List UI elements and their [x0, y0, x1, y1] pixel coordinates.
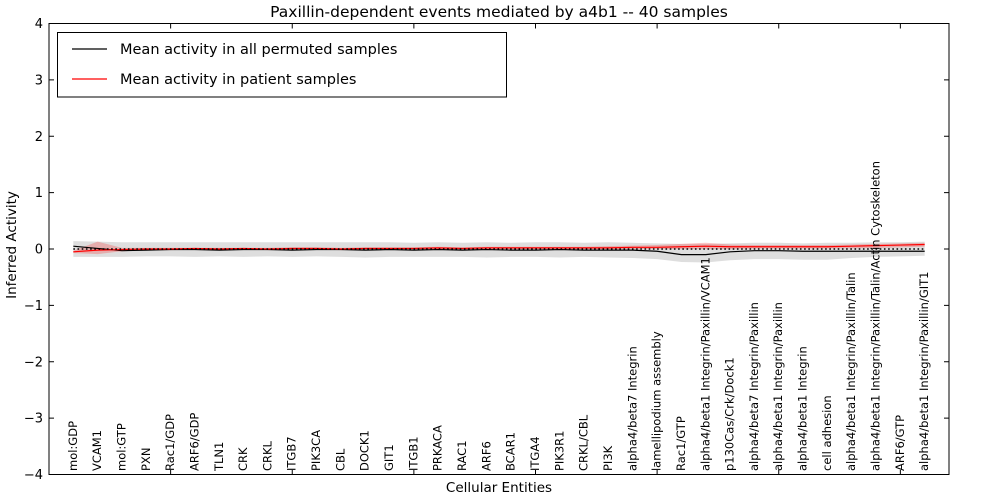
x-category-label: ITGA4 — [528, 436, 542, 471]
x-category-label: alpha4/beta1 Integrin/Paxillin/Talin/Act… — [869, 161, 883, 471]
x-category-label: PIK3R1 — [552, 431, 566, 472]
x-category-label: alpha4/beta1 Integrin/Paxillin/VCAM1 — [698, 257, 712, 471]
x-category-label: PIK3CA — [309, 430, 323, 471]
confidence-bands-layer — [73, 241, 925, 263]
x-category-label: p130Cas/Crk/Dock1 — [723, 357, 737, 471]
x-category-label: TLN1 — [212, 442, 226, 472]
x-category-label: lamellipodium assembly — [650, 331, 664, 471]
x-category-label: CRKL/CBL — [577, 414, 591, 471]
x-category-label: CRK — [236, 447, 250, 471]
confidence-band-permuted — [73, 241, 925, 263]
x-category-label: CBL — [333, 448, 347, 471]
y-tick-label: 0 — [35, 243, 43, 258]
x-category-label: cell adhesion — [820, 395, 834, 471]
x-category-label: ARF6/GTP — [893, 415, 907, 471]
y-tick-label: −3 — [24, 412, 43, 427]
y-tick-label: −2 — [24, 355, 43, 370]
series-line-patient — [73, 243, 925, 253]
x-category-label: mol:GTP — [114, 423, 128, 471]
x-category-label: ITGB7 — [285, 436, 299, 471]
x-category-label: ARF6/GDP — [187, 413, 201, 471]
x-category-label: VCAM1 — [90, 430, 104, 471]
x-category-label: Rac1/GTP — [674, 416, 688, 471]
x-category-label: BCAR1 — [504, 432, 518, 471]
x-category-label: Rac1/GDP — [163, 414, 177, 471]
chart-title: Paxillin-dependent events mediated by a4… — [270, 3, 728, 21]
y-tick-label: 4 — [35, 17, 43, 32]
y-tick-label: 2 — [35, 130, 43, 145]
x-axis-label: Cellular Entities — [446, 480, 552, 496]
legend-label-patient: Mean activity in patient samples — [120, 72, 356, 88]
y-tick-label: 3 — [35, 73, 43, 88]
x-category-label: alpha4/beta1 Integrin/Paxillin — [771, 302, 785, 471]
x-category-label: alpha4/beta1 Integrin — [796, 346, 810, 471]
y-axis-label: Inferred Activity — [4, 191, 20, 299]
legend: Mean activity in all permuted samples Me… — [57, 32, 507, 98]
axis-ticks-layer — [49, 23, 949, 475]
x-category-label: alpha4/beta7 Integrin/Paxillin — [747, 302, 761, 471]
legend-label-permuted: Mean activity in all permuted samples — [120, 42, 397, 58]
x-category-label: CRKL — [260, 440, 274, 471]
x-category-label: RAC1 — [455, 440, 469, 471]
series-line-permuted — [73, 245, 925, 256]
x-category-label: ARF6 — [479, 441, 493, 471]
x-category-label: DOCK1 — [358, 430, 372, 471]
y-tick-label: 1 — [35, 186, 43, 201]
x-category-label: PI3K — [601, 445, 615, 471]
plot-frame — [48, 23, 950, 475]
y-tick-label: −4 — [24, 468, 43, 483]
x-category-label: alpha4/beta1 Integrin/Paxillin/GIT1 — [917, 272, 931, 471]
x-category-label: alpha4/beta7 Integrin — [625, 346, 639, 471]
x-category-label: mol:GDP — [66, 421, 80, 471]
y-tick-labels-layer: 4 3 2 1 0 −1 −2 −3 −4 — [24, 17, 43, 483]
x-category-label: alpha4/beta1 Integrin/Paxillin/Talin — [844, 272, 858, 471]
y-tick-label: −1 — [24, 299, 43, 314]
x-category-label: PXN — [139, 448, 153, 471]
x-category-label: GIT1 — [382, 444, 396, 471]
series-lines-layer — [73, 243, 925, 256]
x-category-label: ITGB1 — [406, 436, 420, 471]
x-category-label: PRKACA — [431, 425, 445, 471]
legend-box — [57, 32, 507, 98]
x-category-labels-layer: mol:GDP VCAM1 mol:GTP PXN Rac1/GDP ARF6/GDP TL… — [66, 161, 931, 472]
